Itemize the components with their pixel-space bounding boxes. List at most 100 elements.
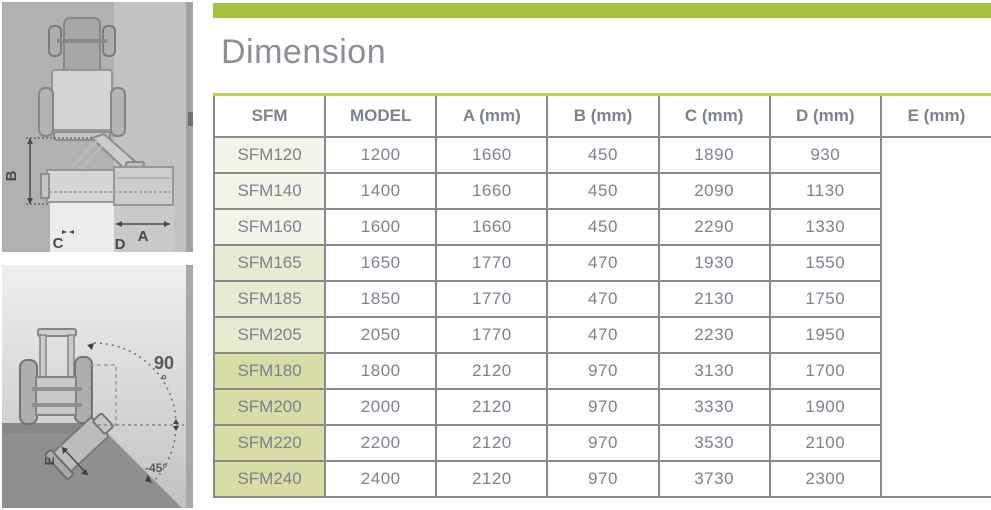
- tractor-rear-view: [19, 328, 93, 425]
- page-title: Dimension: [221, 33, 387, 71]
- dimension-c-d: C D: [53, 230, 126, 252]
- column-header: D (mm): [768, 93, 882, 138]
- value-cell-d: 2090: [657, 171, 771, 210]
- value-cell-d: 3130: [657, 351, 771, 390]
- value-cell-a: 2000: [324, 387, 438, 426]
- value-cell-a: 1200: [324, 135, 438, 174]
- value-cell-a: 2400: [324, 459, 438, 498]
- table-row: SFM185 1850 1770 470 2130 1750: [213, 279, 991, 318]
- table-row: SFM180 1800 2120 970 3130 1700: [213, 351, 991, 390]
- model-cell: SFM240: [213, 459, 327, 498]
- dim-label-d: D: [115, 236, 126, 252]
- value-cell-c: 970: [546, 387, 660, 426]
- value-cell-a: 1400: [324, 171, 438, 210]
- value-cell-d: 2130: [657, 279, 771, 318]
- mower-deck: [40, 166, 174, 206]
- value-cell-e: 1550: [768, 243, 882, 282]
- value-cell-b: 1770: [435, 243, 549, 282]
- table-row: SFM140 1400 1660 450 2090 1130: [213, 171, 991, 210]
- value-cell-d: 2230: [657, 315, 771, 354]
- model-cell: SFM205: [213, 315, 327, 354]
- value-cell-a: 2050: [324, 315, 438, 354]
- value-cell-c: 470: [546, 279, 660, 318]
- value-cell-e: 1130: [768, 171, 882, 210]
- value-cell-d: 2290: [657, 207, 771, 246]
- value-cell-a: 2200: [324, 423, 438, 462]
- value-cell-e: 2100: [768, 423, 882, 462]
- value-cell-c: 450: [546, 135, 660, 174]
- tilt-range-arc: 90 ° -45°: [87, 342, 184, 484]
- table-row: SFM165 1650 1770 470 1930 1550: [213, 243, 991, 282]
- value-cell-e: 1900: [768, 387, 882, 426]
- value-cell-c: 970: [546, 351, 660, 390]
- column-header: B (mm): [546, 93, 660, 138]
- dimension-a: A: [116, 221, 170, 245]
- value-cell-d: 3730: [657, 459, 771, 498]
- value-cell-b: 1660: [435, 207, 549, 246]
- diagram-tractor-top-view: B A C D: [2, 2, 193, 252]
- angle-min-label: -45°: [145, 461, 167, 475]
- column-header: MODEL: [324, 93, 438, 138]
- dimension-b: B: [3, 137, 94, 205]
- degree-symbol: °: [161, 372, 167, 388]
- table-row: SFM160 1600 1660 450 2290 1330: [213, 207, 991, 246]
- value-cell-b: 1660: [435, 171, 549, 210]
- dimension-table: SFM MODEL A (mm) B (mm) C (mm) D (mm) E (mm) …: [213, 93, 991, 498]
- value-cell-b: 1770: [435, 315, 549, 354]
- dimension-e: E: [42, 446, 89, 476]
- value-cell-e: 1700: [768, 351, 882, 390]
- value-cell-e: 1750: [768, 279, 882, 318]
- ground-ledge: [2, 423, 108, 433]
- tractor-top-view: [38, 17, 126, 141]
- value-cell-c: 970: [546, 423, 660, 462]
- mower-tilted: [44, 412, 114, 480]
- dim-label-c: C: [53, 235, 64, 252]
- tractor-top-view-drawing: B A C D: [2, 2, 193, 252]
- model-cell: SFM165: [213, 243, 327, 282]
- value-cell-b: 2120: [435, 351, 549, 390]
- value-cell-b: 2120: [435, 423, 549, 462]
- model-cell: SFM120: [213, 135, 327, 174]
- value-cell-b: 1660: [435, 135, 549, 174]
- value-cell-c: 470: [546, 243, 660, 282]
- model-cell: SFM160: [213, 207, 327, 246]
- model-cell: SFM180: [213, 351, 327, 390]
- value-cell-d: 1890: [657, 135, 771, 174]
- value-cell-c: 450: [546, 207, 660, 246]
- value-cell-b: 2120: [435, 387, 549, 426]
- value-cell-c: 470: [546, 315, 660, 354]
- table-header-row: SFM MODEL A (mm) B (mm) C (mm) D (mm) E (mm): [213, 93, 991, 138]
- value-cell-e: 1950: [768, 315, 882, 354]
- model-cell: SFM200: [213, 387, 327, 426]
- tractor-slope-drawing: 90 ° -45° E: [2, 265, 193, 508]
- table-body: SFM120 1200 1660 450 1890 930 SFM140 1400 1660 45…: [213, 135, 991, 498]
- diagram-tractor-slope-view: 90 ° -45° E: [2, 265, 193, 508]
- value-cell-a: 1850: [324, 279, 438, 318]
- model-group-label: SFM: [213, 93, 327, 138]
- dim-label-b: B: [3, 170, 20, 181]
- table-row: SFM200 2000 2120 970 3330 1900: [213, 387, 991, 426]
- table-row: SFM240 2400 2120 970 3730 2300: [213, 459, 991, 498]
- dim-label-a: A: [138, 228, 149, 245]
- value-cell-a: 1600: [324, 207, 438, 246]
- dimension-table-wrap: SFM MODEL A (mm) B (mm) C (mm) D (mm) E (mm) …: [213, 93, 991, 498]
- column-header: E (mm): [879, 93, 991, 138]
- model-cell: SFM140: [213, 171, 327, 210]
- table-row: SFM120 1200 1660 450 1890 930: [213, 135, 991, 174]
- accent-bar: [213, 3, 991, 18]
- value-cell-e: 1330: [768, 207, 882, 246]
- value-cell-c: 450: [546, 171, 660, 210]
- value-cell-b: 1770: [435, 279, 549, 318]
- model-cell: SFM185: [213, 279, 327, 318]
- table-row: SFM205 2050 1770 470 2230 1950: [213, 315, 991, 354]
- value-cell-d: 3530: [657, 423, 771, 462]
- angle-max-label: 90: [154, 353, 174, 373]
- value-cell-d: 3330: [657, 387, 771, 426]
- value-cell-a: 1650: [324, 243, 438, 282]
- dim-label-e: E: [42, 456, 57, 465]
- value-cell-b: 2120: [435, 459, 549, 498]
- value-cell-c: 970: [546, 459, 660, 498]
- value-cell-a: 1800: [324, 351, 438, 390]
- value-cell-e: 2300: [768, 459, 882, 498]
- column-header: A (mm): [435, 93, 549, 138]
